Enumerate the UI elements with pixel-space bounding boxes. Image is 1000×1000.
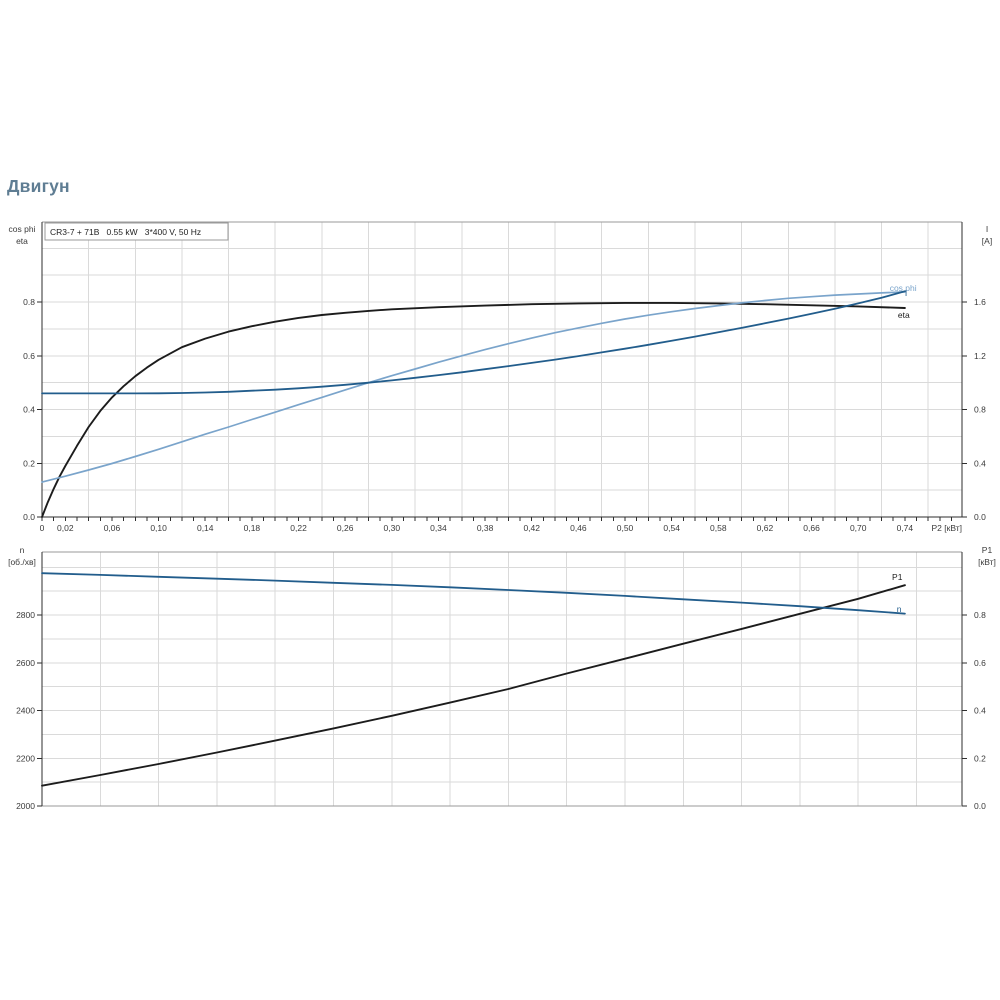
x-tick-label: 0,66 <box>803 523 820 533</box>
y-left-tick-label: 2800 <box>16 610 35 620</box>
y-right-axis-title: [A] <box>982 236 992 246</box>
y-left-tick-label: 0.4 <box>23 405 35 415</box>
x-tick-label: 0,42 <box>523 523 540 533</box>
y-right-tick-label: 1.2 <box>974 351 986 361</box>
x-tick-label: 0,30 <box>384 523 401 533</box>
curve-label-I: I <box>905 288 907 298</box>
y-left-axis-title: cos phi <box>9 224 36 234</box>
x-tick-label: 0,34 <box>430 523 447 533</box>
curve-I <box>41 290 906 395</box>
y-right-tick-label: 0.4 <box>974 706 986 716</box>
y-left-tick-label: 0.2 <box>23 458 35 468</box>
x-tick-label: 0,50 <box>617 523 634 533</box>
y-left-tick-label: 0.0 <box>23 512 35 522</box>
x-tick-label: 0,38 <box>477 523 494 533</box>
curve-label-eta: eta <box>898 310 910 320</box>
y-left-axis-title: eta <box>16 236 28 246</box>
curve-n <box>41 572 906 615</box>
y-left-tick-label: 0.8 <box>23 297 35 307</box>
x-tick-label: 0,54 <box>663 523 680 533</box>
x-axis-label: P2 [кВт] <box>932 523 962 533</box>
y-right-tick-label: 0.8 <box>974 610 986 620</box>
y-left-tick-label: 2600 <box>16 658 35 668</box>
chart-motor-electrical: 0 0,02 0,06 0,10 0,14 0,18 0,22 0,26 0,30 0,34 0,3… <box>9 221 992 533</box>
x-tick-label: 0,74 <box>897 523 914 533</box>
y-left-axis-title: [об./хв] <box>8 557 36 567</box>
y-right-axis-title: P1 <box>982 545 993 555</box>
x-tick-label: 0,10 <box>150 523 167 533</box>
y-left-tick-label: 2000 <box>16 801 35 811</box>
curve-label-n: n <box>897 604 902 614</box>
info-box <box>44 222 229 241</box>
y-right-tick-label: 1.6 <box>974 297 986 307</box>
curve-cos-phi <box>41 291 906 483</box>
x-tick-label: 0 <box>40 523 45 533</box>
y-right-tick-label: 0.8 <box>974 405 986 415</box>
x-tick-label: 0,14 <box>197 523 214 533</box>
curve-label-cos-phi: cos phi <box>890 283 917 293</box>
info-box-text: CR3-7 + 71B 0.55 kW 3*400 V, 50 Hz <box>50 227 201 237</box>
curve-P1 <box>41 584 906 787</box>
curve-eta <box>41 301 906 518</box>
x-tick-label: 0,02 <box>57 523 74 533</box>
y-right-tick-label: 0.0 <box>974 512 986 522</box>
x-tick-label: 0,58 <box>710 523 727 533</box>
y-right-tick-label: 0.6 <box>974 658 986 668</box>
y-left-tick-label: 2400 <box>16 706 35 716</box>
y-right-axis-title: I <box>986 224 988 234</box>
y-right-axis-title: [кВт] <box>978 557 996 567</box>
x-tick-label: 0,70 <box>850 523 867 533</box>
x-tick-label: 0,22 <box>290 523 307 533</box>
y-right-tick-label: 0.4 <box>974 458 986 468</box>
chart-motor-speed-power: 2000 2200 2400 2600 2800 0.0 0.2 0.4 0.6 0.8 n [об.… <box>8 545 996 811</box>
x-tick-label: 0,18 <box>244 523 261 533</box>
y-right-tick-label: 0.0 <box>974 801 986 811</box>
x-tick-label: 0,26 <box>337 523 354 533</box>
y-left-tick-label: 0.6 <box>23 351 35 361</box>
y-left-tick-label: 2200 <box>16 753 35 763</box>
x-tick-label: 0,62 <box>757 523 774 533</box>
y-right-tick-label: 0.2 <box>974 753 986 763</box>
x-tick-label: 0,46 <box>570 523 587 533</box>
x-tick-label: 0,06 <box>104 523 121 533</box>
y-left-axis-title: n <box>20 545 25 555</box>
page-title: Двигун <box>7 176 70 196</box>
curve-label-P1: P1 <box>892 572 903 582</box>
